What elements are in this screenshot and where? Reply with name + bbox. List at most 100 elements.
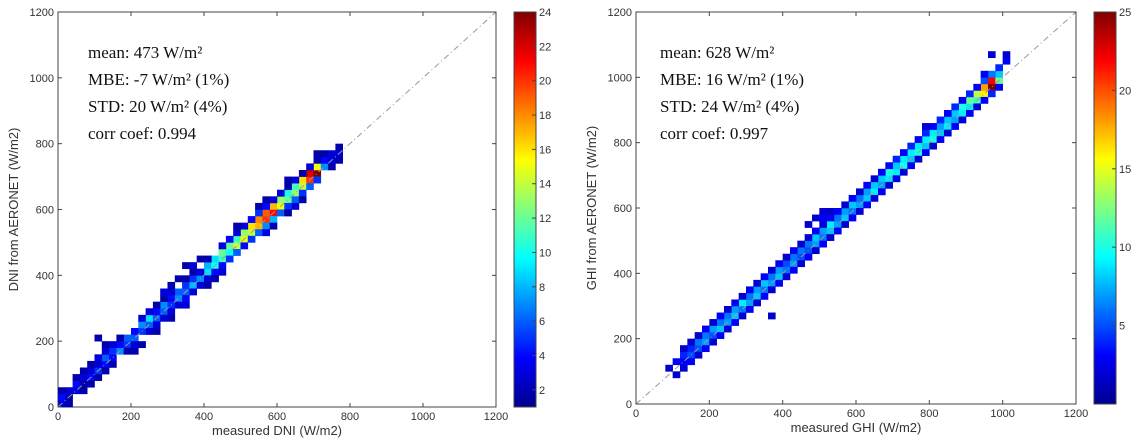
heatmap-cell [980, 90, 989, 98]
heatmap-cell [907, 149, 915, 157]
heatmap-cell [233, 242, 241, 250]
colorbar-tick-label: 6 [539, 316, 545, 328]
heatmap-cell [262, 196, 270, 204]
heatmap-cell [856, 208, 864, 215]
heatmap-cell [702, 325, 710, 333]
heatmap-cell [892, 162, 901, 170]
heatmap-cell [914, 142, 923, 150]
heatmap-cell [929, 142, 937, 150]
heatmap-cell [914, 136, 923, 143]
x-tick-label: 800 [341, 411, 359, 423]
stat-line: corr coef: 0.994 [88, 124, 197, 143]
colorbar [513, 11, 537, 408]
heatmap-cell [775, 266, 783, 274]
heatmap-cell [306, 163, 314, 171]
heatmap-cell [174, 275, 183, 283]
stat-line: STD: 20 W/m² (4%) [88, 97, 227, 116]
heatmap-cell [797, 253, 805, 261]
heatmap-cell [1002, 51, 1011, 59]
heatmap-cell [958, 96, 967, 104]
x-tick-label: 0 [55, 411, 61, 423]
heatmap-cell [204, 275, 212, 283]
y-tick-label: 1200 [608, 7, 632, 19]
heatmap-cell [233, 235, 241, 243]
heatmap-cell [255, 202, 263, 210]
heatmap-cell [694, 332, 703, 339]
stat-line: MBE: 16 W/m² (1%) [660, 70, 804, 89]
heatmap-cell [980, 70, 989, 78]
heatmap-cell [856, 188, 864, 196]
heatmap-cell [812, 214, 820, 222]
heatmap-cell [951, 110, 959, 117]
y-tick-label: 600 [614, 203, 632, 215]
heatmap-cell [878, 188, 886, 196]
heatmap-cell [834, 208, 842, 215]
x-tick-label: 400 [195, 411, 213, 423]
heatmap-cell [320, 156, 329, 164]
y-tick-label: 400 [614, 268, 632, 280]
colorbar-tick-label: 20 [1119, 85, 1131, 97]
heatmap-cell [196, 281, 205, 289]
heatmap-cell [724, 312, 732, 320]
heatmap-cell [709, 338, 717, 346]
heatmap-cell [885, 181, 893, 189]
colorbar-tick-label: 5 [1119, 321, 1125, 333]
heatmap-cell [284, 196, 292, 204]
heatmap-cell [980, 77, 989, 85]
y-tick-label: 0 [48, 402, 54, 414]
heatmap-cell [672, 371, 681, 379]
y-tick-label: 400 [36, 270, 54, 282]
heatmap-cell [189, 288, 197, 296]
heatmap-cell [680, 364, 688, 372]
heatmap-cell [936, 123, 945, 130]
heatmap-cell [247, 222, 256, 230]
heatmap-cell [870, 188, 879, 196]
heatmap-cell [72, 387, 81, 395]
heatmap-cell [328, 150, 336, 158]
heatmap-cell [131, 328, 139, 335]
heatmap-cell [841, 214, 849, 222]
heatmap-cell [298, 176, 307, 184]
heatmap-cell [951, 116, 959, 124]
heatmap-cell [240, 222, 249, 230]
colorbar-tick-label: 10 [1119, 242, 1131, 254]
heatmap-cell [922, 129, 930, 137]
heatmap-cell [123, 334, 132, 342]
heatmap-cell [87, 367, 95, 375]
heatmap-cell [79, 380, 88, 388]
heatmap-cell [284, 183, 292, 191]
heatmap-cell [716, 325, 725, 333]
heatmap-cell [145, 308, 154, 316]
heatmap-cell [87, 380, 95, 388]
heatmap-cell [335, 143, 343, 151]
heatmap-cell [951, 103, 959, 111]
heatmap-cell [804, 253, 813, 261]
heatmap-cell [240, 242, 249, 250]
heatmap-cell [277, 196, 285, 204]
heatmap-cell [233, 249, 241, 256]
heatmap-cell [211, 275, 219, 283]
heatmap-cell [760, 279, 769, 287]
heatmap-cell [160, 301, 168, 309]
heatmap-cell [277, 189, 285, 197]
heatmap-cell [782, 260, 791, 268]
heatmap-cell [131, 341, 139, 349]
heatmap-cell [65, 387, 73, 395]
heatmap-cell [174, 301, 183, 309]
x-tick-label: 1000 [990, 408, 1014, 420]
heatmap-cell [101, 360, 110, 368]
heatmap-cell [746, 286, 754, 294]
heatmap-cell [929, 129, 937, 137]
heatmap-cell [724, 325, 732, 333]
colorbar-tick-label: 8 [539, 282, 545, 294]
heatmap-cell [929, 123, 937, 130]
chart-panel-ghi: 0 200 400 600 800 1000 1200 0 200 400 600 800 1000 12… [584, 7, 1131, 435]
heatmap-cell [672, 358, 681, 366]
heatmap-cell [247, 235, 256, 243]
heatmap-cell [58, 393, 66, 401]
heatmap-cell [797, 260, 805, 268]
x-axis-label: measured DNI (W/m2) [212, 423, 342, 438]
heatmap-cell [255, 216, 263, 223]
heatmap-cell [145, 328, 154, 335]
heatmap-cell [687, 338, 695, 346]
